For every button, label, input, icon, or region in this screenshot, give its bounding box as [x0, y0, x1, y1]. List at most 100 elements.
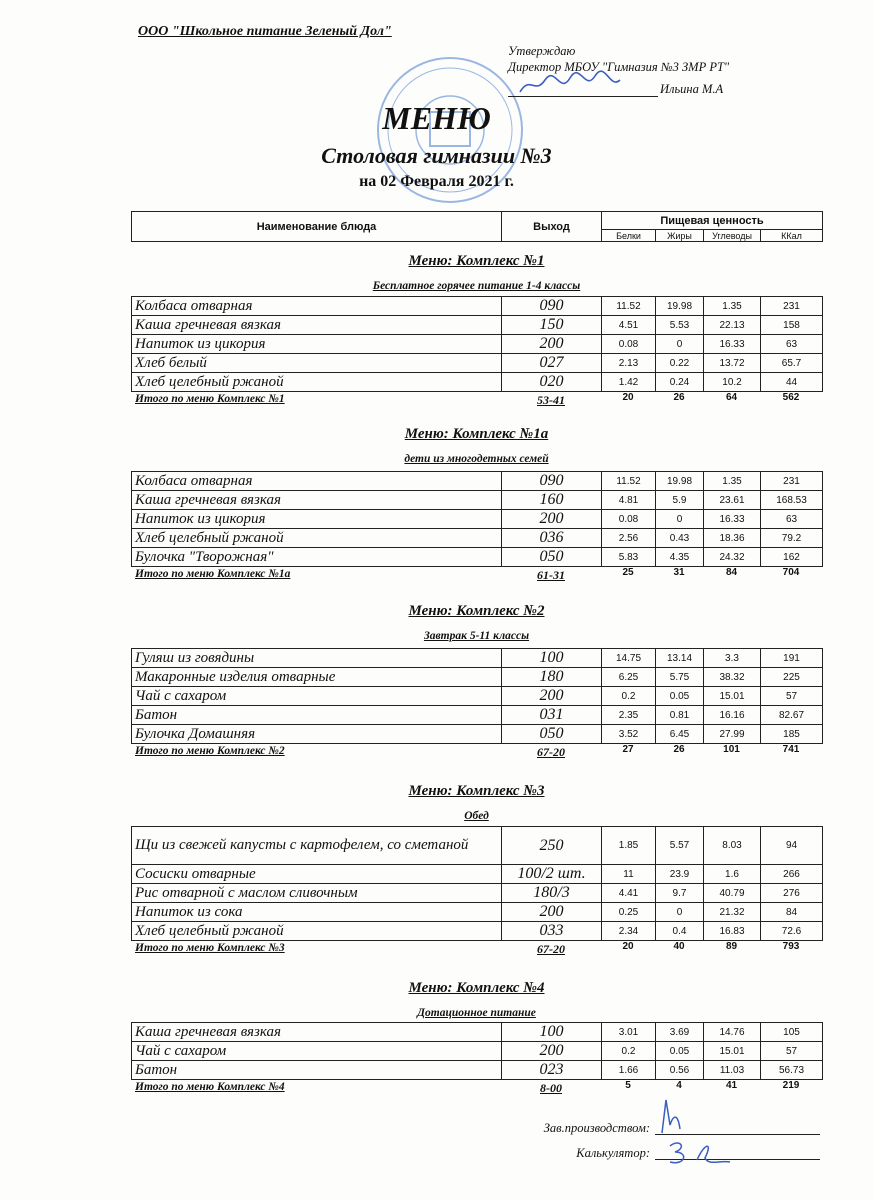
- production-head-signature: [661, 1099, 681, 1134]
- dish-name: Батон: [131, 705, 502, 725]
- fat: 0: [655, 509, 704, 529]
- table-row: Чай с сахаром 200 0.2 0.05 15.01 57: [131, 686, 823, 706]
- dish-name: Щи из свежей капусты с картофелем, со см…: [131, 826, 502, 865]
- kcal: 82.67: [760, 705, 823, 725]
- protein: 0.08: [601, 509, 656, 529]
- protein: 2.13: [601, 353, 656, 373]
- fat: 6.45: [655, 724, 704, 744]
- protein: 6.25: [601, 667, 656, 687]
- production-head-line: [655, 1134, 820, 1135]
- menu-table: Колбаса отварная 090 11.52 19.98 1.35 231 Каша…: [131, 296, 823, 392]
- kcal: 266: [760, 864, 823, 884]
- total-label: Итого по меню Комплекс №2: [135, 745, 285, 757]
- dish-output: 200: [501, 509, 602, 529]
- table-row: Каша гречневая вязкая 160 4.81 5.9 23.61 168.…: [131, 490, 823, 510]
- dish-output: 180/3: [501, 883, 602, 903]
- dish-output: 050: [501, 547, 602, 567]
- table-row: Хлеб белый 027 2.13 0.22 13.72 65.7: [131, 353, 823, 373]
- kcal: 185: [760, 724, 823, 744]
- dish-output: 200: [501, 902, 602, 922]
- section-subtitle: Завтрак 5-11 классы: [423, 630, 530, 642]
- kcal: 105: [760, 1022, 823, 1042]
- total-price: 61-31: [537, 568, 565, 582]
- col-kcal: ККал: [759, 229, 824, 242]
- dish-output: 100: [501, 648, 602, 668]
- dish-name: Булочка Домашняя: [131, 724, 502, 744]
- fat: 5.75: [655, 667, 704, 687]
- dish-name: Булочка "Творожная": [131, 547, 502, 567]
- fat: 4.35: [655, 547, 704, 567]
- carbs: 13.72: [703, 353, 761, 373]
- protein: 1.66: [601, 1060, 656, 1080]
- protein: 4.51: [601, 315, 656, 335]
- carbs: 15.01: [703, 1041, 761, 1061]
- approval-label: Утверждаю: [508, 44, 576, 58]
- director-signature: [519, 70, 621, 93]
- dish-name: Колбаса отварная: [131, 296, 502, 316]
- dish-name: Хлеб целебный ржаной: [131, 528, 502, 548]
- dish-name: Колбаса отварная: [131, 471, 502, 491]
- dish-output: 200: [501, 1041, 602, 1061]
- total-value: 89: [725, 941, 738, 952]
- col-carbs: Углеводы: [703, 229, 761, 242]
- dish-name: Чай с сахаром: [131, 1041, 502, 1061]
- dish-output: 160: [501, 490, 602, 510]
- kcal: 79.2: [760, 528, 823, 548]
- menu-table: Каша гречневая вязкая 100 3.01 3.69 14.76 105…: [131, 1022, 823, 1080]
- dish-output: 023: [501, 1060, 602, 1080]
- table-row: Чай с сахаром 200 0.2 0.05 15.01 57: [131, 1041, 823, 1061]
- total-value: 4: [676, 1080, 682, 1091]
- protein: 11: [601, 864, 656, 884]
- protein: 1.42: [601, 372, 656, 392]
- fat: 5.57: [655, 826, 704, 865]
- total-price: 8-00: [540, 1081, 562, 1095]
- section-title: Меню: Комплекс №1: [408, 253, 545, 269]
- protein: 0.25: [601, 902, 656, 922]
- menu-table: Колбаса отварная 090 11.52 19.98 1.35 231 Каша…: [131, 471, 823, 567]
- table-row: Булочка Домашняя 050 3.52 6.45 27.99 185: [131, 724, 823, 744]
- dish-output: 036: [501, 528, 602, 548]
- page-title: МЕНЮ: [382, 100, 491, 136]
- calculator-signature: [669, 1142, 731, 1164]
- table-row: Напиток из цикория 200 0.08 0 16.33 63: [131, 334, 823, 354]
- protein: 3.01: [601, 1022, 656, 1042]
- total-value: 219: [782, 1080, 800, 1091]
- kcal: 56.73: [760, 1060, 823, 1080]
- col-name: Наименование блюда: [131, 211, 502, 242]
- menu-table: Щи из свежей капусты с картофелем, со см…: [131, 826, 823, 941]
- dish-name: Напиток из цикория: [131, 334, 502, 354]
- table-row: Хлеб целебный ржаной 020 1.42 0.24 10.2 44: [131, 372, 823, 392]
- fat: 19.98: [655, 296, 704, 316]
- carbs: 40.79: [703, 883, 761, 903]
- carbs: 10.2: [703, 372, 761, 392]
- kcal: 63: [760, 509, 823, 529]
- kcal: 84: [760, 902, 823, 922]
- signature-line: [508, 96, 658, 97]
- dish-output: 250: [501, 826, 602, 865]
- carbs: 15.01: [703, 686, 761, 706]
- section-subtitle: дети из многодетных семей: [404, 453, 549, 465]
- fat: 13.14: [655, 648, 704, 668]
- section-title: Меню: Комплекс №4: [408, 980, 545, 996]
- protein: 2.34: [601, 921, 656, 941]
- dish-output: 200: [501, 686, 602, 706]
- menu-date: на 02 Февраля 2021 г.: [359, 173, 514, 190]
- total-value: 562: [782, 392, 800, 403]
- dish-name: Рис отварной с маслом сливочным: [131, 883, 502, 903]
- kcal: 57: [760, 686, 823, 706]
- fat: 5.53: [655, 315, 704, 335]
- carbs: 14.76: [703, 1022, 761, 1042]
- fat: 19.98: [655, 471, 704, 491]
- total-price: 67-20: [537, 942, 565, 956]
- carbs: 1.35: [703, 296, 761, 316]
- carbs: 22.13: [703, 315, 761, 335]
- carbs: 3.3: [703, 648, 761, 668]
- production-head-label: Зав.производством:: [543, 1121, 650, 1135]
- protein: 5.83: [601, 547, 656, 567]
- section-title: Меню: Комплекс №3: [408, 783, 545, 799]
- kcal: 57: [760, 1041, 823, 1061]
- table-row: Напиток из цикория 200 0.08 0 16.33 63: [131, 509, 823, 529]
- total-value: 101: [723, 744, 740, 755]
- column-header-table: Наименование блюда Выход Пищевая ценност…: [131, 211, 824, 242]
